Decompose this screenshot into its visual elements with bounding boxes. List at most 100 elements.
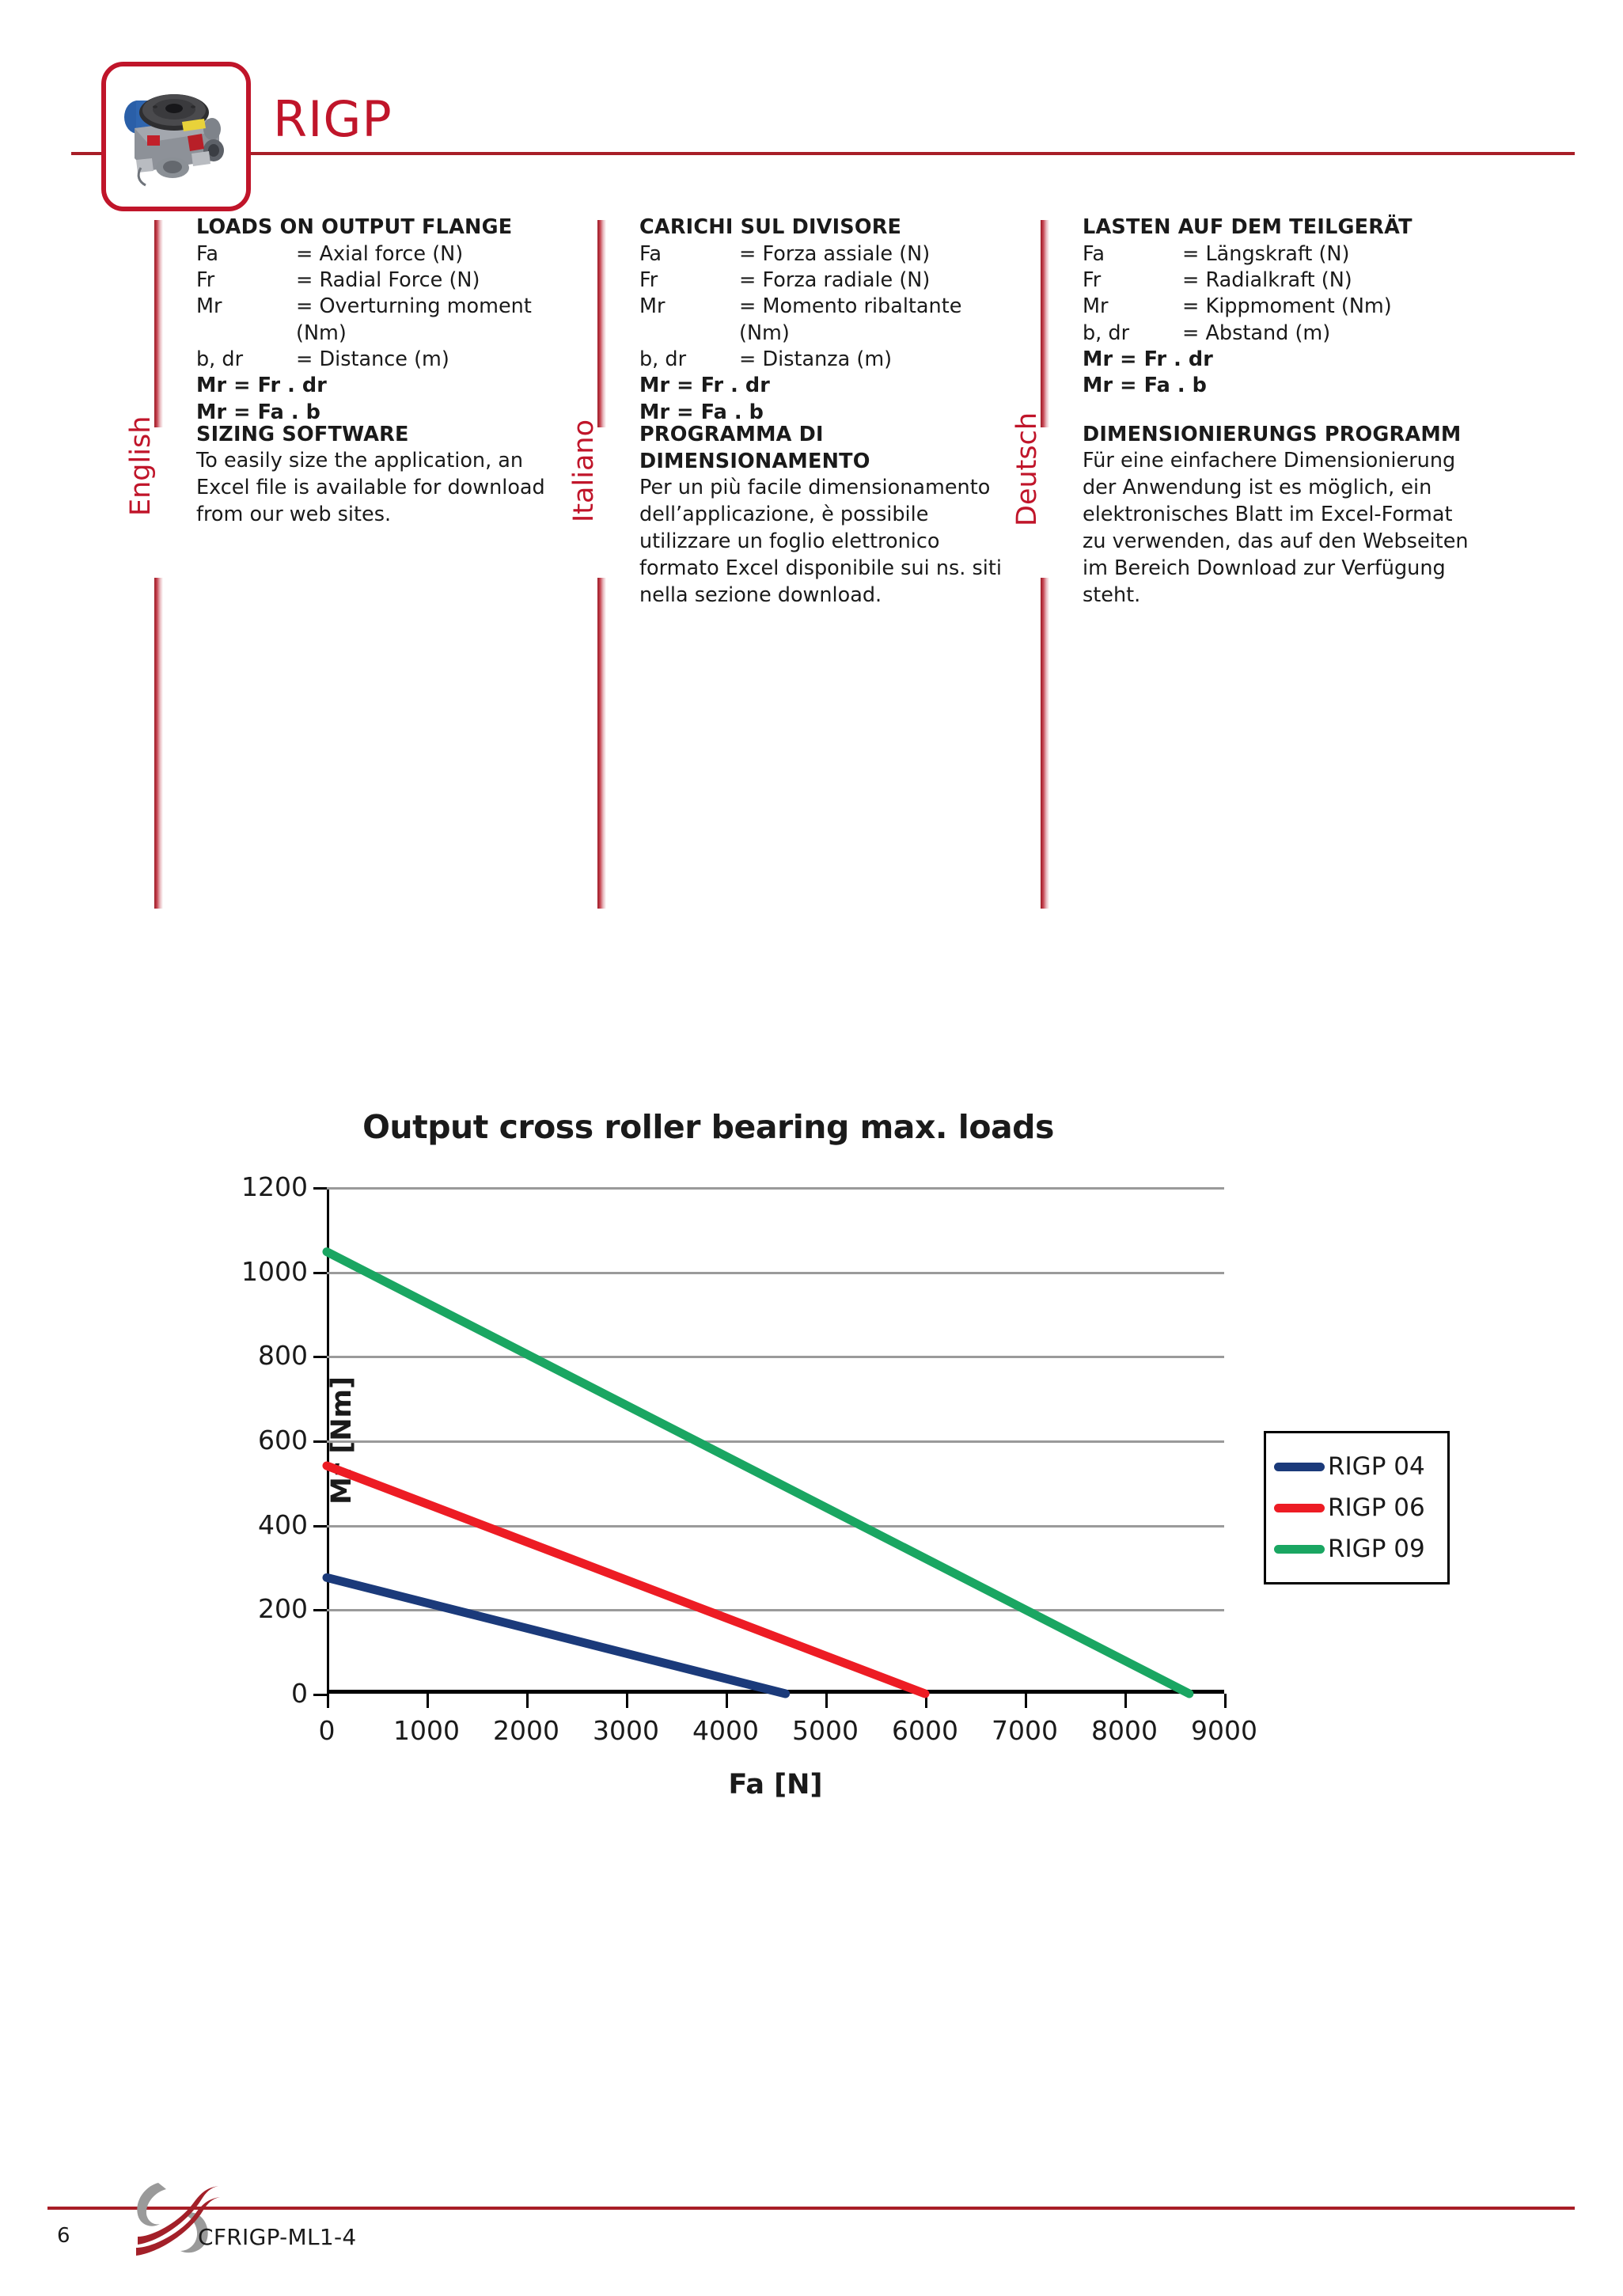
y-axis-tick-label: 600 [258,1424,308,1455]
definition-value: = Radial Force (N) [296,268,480,293]
software-text: Für eine einfachere Dimensionierung der … [1083,449,1469,607]
accent-bar-top [154,220,163,427]
definition-row: Mr = Kippmoment (Nm) [1083,294,1478,320]
definition-symbol: Fa [196,242,218,267]
series-line-rigp-06 [322,1461,930,1698]
definition-row: Fa = Axial force (N) [196,241,573,268]
legend-swatch [1274,1503,1325,1512]
gridline [327,1524,1224,1528]
definition-symbol: b, dr [1083,321,1130,345]
definition-value: = Abstand (m) [1182,321,1331,345]
document-code: CFRIGP-ML1-4 [198,2224,357,2250]
definition-value: = Overturning moment (Nm) [296,294,532,345]
definition-list: Fa = Axial force (N) Fr = Radial Force (… [196,241,573,373]
x-axis-tick-label: 8000 [1091,1715,1158,1746]
x-axis-title: Fa [N] [728,1769,823,1801]
formula-mr-fr-dr: Mr = Fr . dr [1083,347,1213,371]
definition-value: = Distance (m) [296,347,449,371]
definition-symbol: Mr [1083,294,1109,319]
loads-block: LOADS ON OUTPUT FLANGE Fa = Axial force … [196,214,573,426]
gridline [327,1271,1224,1274]
software-block: DIMENSIONIERUNGS PROGRAMM Für eine einfa… [1083,421,1478,609]
y-axis-tick [313,1271,327,1274]
definition-symbol: Fr [639,268,658,293]
page-footer: 6 CFRIGP-ML1-4 [0,2169,1623,2295]
series-line-rigp-04 [322,1573,791,1698]
x-axis-tick [1025,1694,1027,1708]
definition-row: Fr = Forza radiale (N) [639,268,1016,294]
loads-block: CARICHI SUL DIVISORE Fa = Forza assiale … [639,214,1016,426]
software-title: SIZING SOFTWARE [196,423,409,446]
accent-bar-top [1041,220,1049,427]
gridline [327,1440,1224,1443]
header-divider [71,152,1575,155]
y-axis-tick-label: 1000 [241,1255,308,1287]
legend-label: RIGP 04 [1328,1452,1425,1481]
formula-mr-fr-dr: Mr = Fr . dr [196,373,327,397]
legend-row: RIGP 04 [1274,1446,1436,1487]
definition-symbol: b, dr [196,347,244,371]
x-axis-tick-label: 3000 [593,1715,659,1746]
definition-row: b, dr = Distanza (m) [639,347,1016,373]
loads-block: LASTEN AUF DEM TEILGERÄT Fa = Längskraft… [1083,214,1478,400]
software-text: Per un più facile dimensionamento dell’a… [639,476,1002,607]
definition-value: = Momento ribaltante (Nm) [739,294,962,345]
software-title: PROGRAMMA DI DIMENSIONAMENTO [639,423,870,474]
gridline [327,1609,1224,1612]
x-axis-tick [825,1694,828,1708]
y-axis-tick-label: 0 [291,1677,308,1709]
language-tab-english: English [125,416,157,516]
legend-label: RIGP 06 [1328,1493,1425,1522]
x-axis-tick [327,1694,329,1708]
x-axis-tick-label: 2000 [493,1715,559,1746]
definition-row: Fa = Längskraft (N) [1083,241,1478,268]
definition-row: Fr = Radial Force (N) [196,268,573,294]
rotary-indexing-unit-photo [106,66,246,207]
definition-row: b, dr = Distance (m) [196,347,573,373]
definition-row: Fr = Radialkraft (N) [1083,268,1478,294]
page-number: 6 [57,2224,70,2248]
company-logo-icon [136,2183,220,2256]
software-title: DIMENSIONIERUNGS PROGRAMM [1083,423,1462,446]
load-chart: Output cross roller bearing max. loads M… [214,1092,1450,1820]
formula-mr-fa-b: Mr = Fa . b [639,400,764,424]
loads-title: LOADS ON OUTPUT FLANGE [196,215,513,239]
definition-symbol: Fr [1083,268,1102,293]
definition-row: Mr = Momento ribaltante (Nm) [639,294,1016,346]
definition-symbol: b, dr [639,347,687,371]
x-axis-tick [726,1694,728,1708]
accent-bar-bottom [1041,578,1049,909]
plot-area: Mr [Nm] 0 200 400 600 800 1000 1200 0 1000 2000 3… [241,1174,1257,1801]
definition-value: = Forza radiale (N) [739,268,931,293]
y-axis-tick [313,1187,327,1190]
chart-legend: RIGP 04 RIGP 06 RIGP 09 [1264,1431,1450,1584]
formula-mr-fa-b: Mr = Fa . b [196,400,321,424]
x-axis-tick [526,1694,529,1708]
x-axis-tick [1124,1694,1127,1708]
brand-title: RIGP [273,90,392,148]
page-header: RIGP [0,0,1623,211]
language-tab-italiano: Italiano [568,419,600,522]
y-axis-tick-label: 800 [258,1340,308,1372]
definition-value: = Forza assiale (N) [739,242,931,267]
series-line-rigp-09 [322,1247,1194,1698]
y-axis-tick [313,1440,327,1443]
legend-swatch [1274,1462,1325,1471]
y-axis-tick-label: 200 [258,1593,308,1625]
x-axis-tick-label: 1000 [393,1715,460,1746]
definition-list: Fa = Längskraft (N) Fr = Radialkraft (N)… [1083,241,1478,347]
definition-symbol: Fa [1083,242,1105,267]
x-axis-tick-label: 6000 [892,1715,958,1746]
legend-swatch [1274,1544,1325,1554]
language-tab-deutsch: Deutsch [1011,412,1043,526]
definition-row: Mr = Overturning moment (Nm) [196,294,573,346]
x-axis-tick-label: 4000 [692,1715,759,1746]
software-text: To easily size the application, an Excel… [196,449,545,526]
footer-divider [47,2207,1575,2210]
software-block: PROGRAMMA DI DIMENSIONAMENTO Per un più … [639,421,1016,609]
legend-row: RIGP 09 [1274,1528,1436,1569]
gridline [327,1187,1224,1190]
loads-title: CARICHI SUL DIVISORE [639,215,902,239]
accent-bar-bottom [597,578,606,909]
x-axis-tick [925,1694,927,1708]
